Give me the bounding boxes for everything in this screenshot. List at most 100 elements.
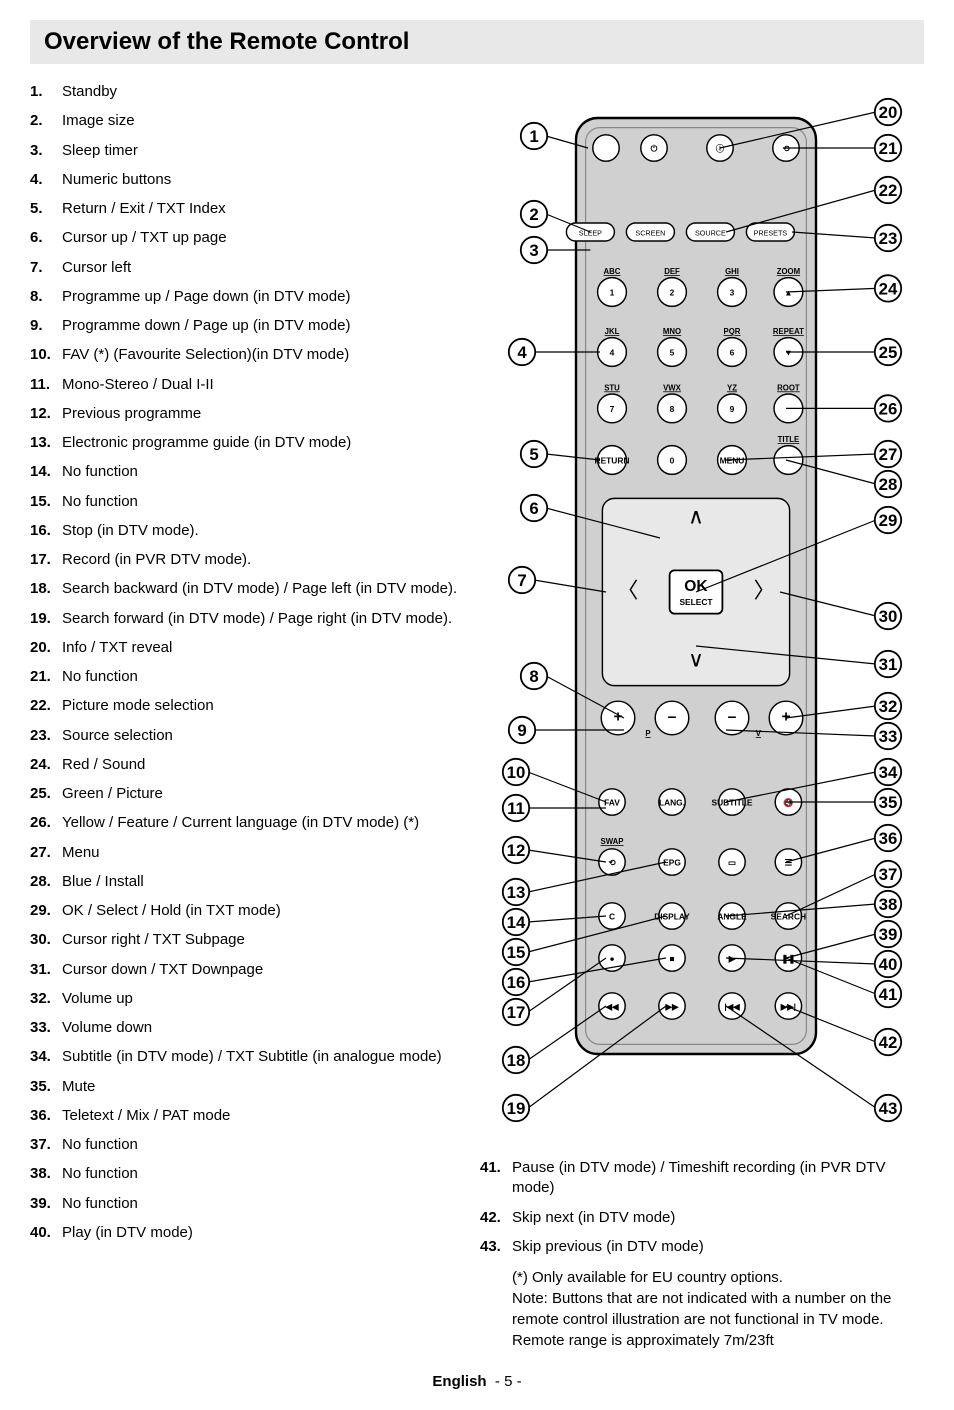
function-number: 30. — [30, 930, 62, 950]
function-item: 17.Record (in PVR DTV mode). — [30, 550, 460, 570]
svg-text:PQR: PQR — [724, 327, 741, 336]
svg-text:41: 41 — [879, 985, 898, 1004]
function-item: 6.Cursor up / TXT up page — [30, 228, 460, 248]
function-item: 26.Yellow / Feature / Current language (… — [30, 813, 460, 833]
svg-text:37: 37 — [879, 865, 898, 884]
function-number: 35. — [30, 1077, 62, 1097]
svg-text:9: 9 — [517, 721, 526, 740]
svg-text:12: 12 — [507, 841, 526, 860]
function-text: Blue / Install — [62, 872, 144, 892]
svg-text:20: 20 — [879, 103, 898, 122]
function-number: 31. — [30, 960, 62, 980]
svg-text:MNO: MNO — [663, 327, 681, 336]
function-item: 18.Search backward (in DTV mode) / Page … — [30, 579, 460, 599]
function-item: 10.FAV (*) (Favourite Selection)(in DTV … — [30, 345, 460, 365]
function-item: 20.Info / TXT reveal — [30, 638, 460, 658]
function-text: No function — [62, 462, 138, 482]
function-text: Image size — [62, 111, 135, 131]
function-number: 24. — [30, 755, 62, 775]
function-number: 27. — [30, 843, 62, 863]
svg-text:SELECT: SELECT — [679, 597, 713, 607]
function-item: 25.Green / Picture — [30, 784, 460, 804]
svg-text:ANGLE: ANGLE — [717, 912, 747, 922]
function-number: 4. — [30, 170, 62, 190]
footer-page-number: - 5 - — [495, 1373, 522, 1390]
function-item: 41.Pause (in DTV mode) / Timeshift recor… — [480, 1158, 924, 1199]
function-item: 34.Subtitle (in DTV mode) / TXT Subtitle… — [30, 1047, 460, 1067]
svg-text:FAV: FAV — [604, 798, 620, 808]
svg-text:4: 4 — [517, 343, 527, 362]
function-item: 3.Sleep timer — [30, 141, 460, 161]
svg-text:6: 6 — [529, 499, 538, 518]
svg-text:39: 39 — [879, 925, 898, 944]
svg-text:32: 32 — [879, 697, 898, 716]
function-text: Source selection — [62, 726, 173, 746]
function-text: Search forward (in DTV mode) / Page righ… — [62, 609, 452, 629]
svg-text:9: 9 — [730, 404, 735, 414]
svg-text:10: 10 — [507, 763, 526, 782]
svg-text:GHI: GHI — [725, 267, 739, 276]
svg-text:2: 2 — [670, 288, 675, 298]
function-number: 42. — [480, 1208, 512, 1228]
svg-text:LANG.: LANG. — [659, 798, 685, 808]
function-text: Cursor right / TXT Subpage — [62, 930, 245, 950]
function-number: 18. — [30, 579, 62, 599]
function-number: 43. — [480, 1237, 512, 1257]
function-item: 33.Volume down — [30, 1018, 460, 1038]
function-text: Search backward (in DTV mode) / Page lef… — [62, 579, 457, 599]
function-text: No function — [62, 1194, 138, 1214]
svg-text:15: 15 — [507, 943, 526, 962]
svg-text:ZOOM: ZOOM — [777, 267, 800, 276]
svg-text:24: 24 — [879, 279, 898, 298]
svg-text:SOURCE: SOURCE — [695, 229, 726, 238]
function-item: 37.No function — [30, 1135, 460, 1155]
function-text: Return / Exit / TXT Index — [62, 199, 226, 219]
right-column: ⏻ⓘ⟲SLEEPSCREENSOURCEPRESETSABCDEFGHIZOOM… — [480, 82, 924, 1351]
function-text: Record (in PVR DTV mode). — [62, 550, 251, 570]
function-text: Info / TXT reveal — [62, 638, 172, 658]
function-number: 40. — [30, 1223, 62, 1243]
svg-text:C: C — [609, 912, 615, 922]
svg-text:SUBTITLE: SUBTITLE — [711, 798, 752, 808]
svg-text:16: 16 — [507, 973, 526, 992]
function-number: 11. — [30, 375, 62, 395]
function-number: 28. — [30, 872, 62, 892]
function-text: Skip previous (in DTV mode) — [512, 1237, 704, 1257]
svg-text:∨: ∨ — [688, 646, 704, 671]
svg-text:38: 38 — [879, 895, 898, 914]
function-number: 17. — [30, 550, 62, 570]
notes-block: (*) Only available for EU country option… — [480, 1267, 924, 1351]
function-text: Cursor left — [62, 258, 131, 278]
function-text: Programme down / Page up (in DTV mode) — [62, 316, 350, 336]
svg-text:SWAP: SWAP — [601, 837, 624, 846]
function-item: 36.Teletext / Mix / PAT mode — [30, 1106, 460, 1126]
svg-text:DEF: DEF — [664, 267, 680, 276]
function-item: 14.No function — [30, 462, 460, 482]
svg-text:26: 26 — [879, 399, 898, 418]
function-text: No function — [62, 1135, 138, 1155]
function-text: Programme up / Page down (in DTV mode) — [62, 287, 350, 307]
svg-text:33: 33 — [879, 727, 898, 746]
svg-text:PRESETS: PRESETS — [754, 229, 788, 238]
svg-text:27: 27 — [879, 445, 898, 464]
svg-text:0: 0 — [670, 456, 675, 466]
function-text: OK / Select / Hold (in TXT mode) — [62, 901, 281, 921]
function-item: 43.Skip previous (in DTV mode) — [480, 1237, 924, 1257]
function-number: 1. — [30, 82, 62, 102]
function-number: 3. — [30, 141, 62, 161]
function-item: 15.No function — [30, 492, 460, 512]
page-footer: English - 5 - — [30, 1373, 924, 1390]
note-2: Note: Buttons that are not indicated wit… — [512, 1288, 924, 1330]
function-list-right: 41.Pause (in DTV mode) / Timeshift recor… — [480, 1158, 924, 1257]
svg-text:∧: ∧ — [688, 504, 704, 529]
function-item: 7.Cursor left — [30, 258, 460, 278]
svg-text:21: 21 — [879, 139, 898, 158]
function-number: 32. — [30, 989, 62, 1009]
function-number: 6. — [30, 228, 62, 248]
function-item: 11.Mono-Stereo / Dual I-II — [30, 375, 460, 395]
svg-text:40: 40 — [879, 955, 898, 974]
svg-text:18: 18 — [507, 1051, 526, 1070]
function-number: 12. — [30, 404, 62, 424]
svg-text:29: 29 — [879, 511, 898, 530]
function-text: Menu — [62, 843, 100, 863]
